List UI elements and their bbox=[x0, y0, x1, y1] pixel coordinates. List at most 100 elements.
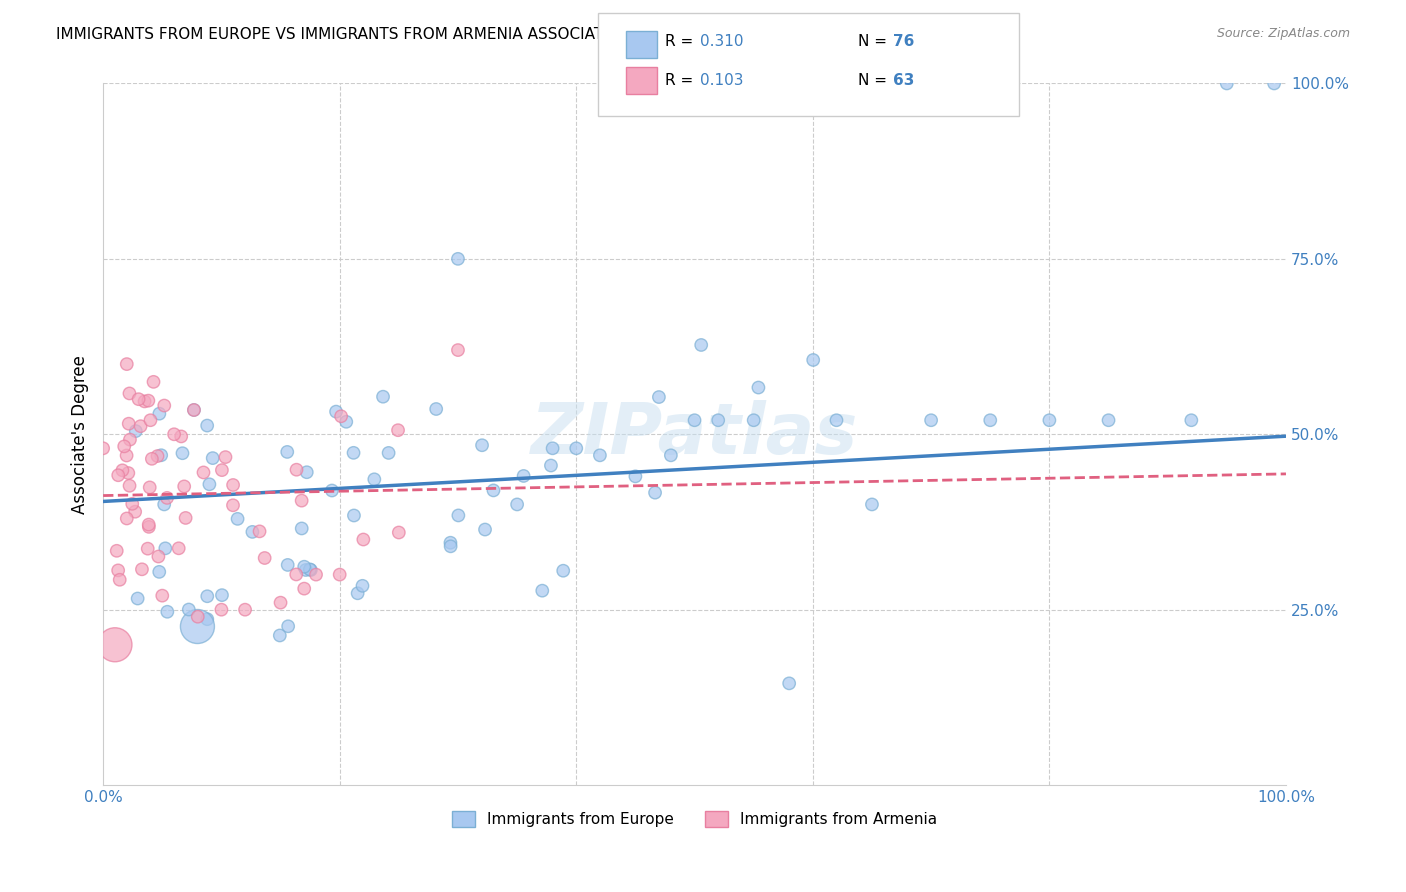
Point bbox=[195, 612, 218, 626]
Point bbox=[209, 602, 232, 616]
Text: 0.103: 0.103 bbox=[700, 73, 744, 87]
Point bbox=[174, 511, 197, 525]
Point bbox=[249, 524, 271, 539]
Point bbox=[108, 573, 131, 587]
Point bbox=[138, 393, 160, 408]
Point bbox=[371, 390, 394, 404]
Point bbox=[150, 589, 173, 603]
Point bbox=[471, 438, 494, 452]
Point bbox=[156, 605, 179, 619]
Point bbox=[105, 543, 128, 558]
Point bbox=[195, 589, 218, 603]
Point bbox=[253, 551, 276, 566]
Point bbox=[648, 390, 671, 404]
Point bbox=[211, 463, 233, 477]
Point bbox=[447, 508, 470, 523]
Point bbox=[222, 498, 245, 512]
Point bbox=[540, 458, 562, 473]
Point bbox=[128, 392, 150, 407]
Point bbox=[124, 505, 146, 519]
Point bbox=[377, 446, 399, 460]
Point bbox=[91, 442, 114, 456]
Point bbox=[482, 483, 505, 498]
Point bbox=[115, 449, 138, 463]
Point bbox=[860, 498, 883, 512]
Point bbox=[173, 479, 195, 493]
Point bbox=[305, 567, 328, 582]
Text: R =: R = bbox=[665, 35, 699, 49]
Text: Source: ZipAtlas.com: Source: ZipAtlas.com bbox=[1216, 27, 1350, 40]
Point bbox=[589, 448, 612, 462]
Point bbox=[541, 442, 564, 456]
Point bbox=[187, 609, 209, 624]
Point bbox=[330, 409, 353, 424]
Point bbox=[118, 417, 141, 431]
Text: N =: N = bbox=[858, 35, 891, 49]
Text: N =: N = bbox=[858, 73, 891, 87]
Point bbox=[292, 582, 315, 596]
Point bbox=[211, 588, 233, 602]
Point bbox=[352, 533, 374, 547]
Point bbox=[115, 357, 138, 371]
Point bbox=[920, 413, 942, 427]
Point bbox=[298, 562, 321, 576]
Text: 76: 76 bbox=[893, 35, 914, 49]
Text: ZIPatlas: ZIPatlas bbox=[531, 400, 858, 469]
Point bbox=[285, 463, 308, 477]
Point bbox=[148, 549, 170, 564]
Point bbox=[139, 413, 162, 427]
Point bbox=[531, 583, 554, 598]
Point bbox=[127, 591, 149, 606]
Point bbox=[644, 485, 666, 500]
Point bbox=[150, 448, 173, 462]
Point bbox=[506, 498, 529, 512]
Point bbox=[269, 628, 291, 642]
Point bbox=[125, 424, 148, 438]
Point bbox=[474, 523, 496, 537]
Point bbox=[291, 493, 314, 508]
Point bbox=[778, 676, 800, 690]
Point bbox=[825, 413, 848, 427]
Text: 0.310: 0.310 bbox=[700, 35, 744, 49]
Point bbox=[183, 403, 205, 417]
Point bbox=[141, 451, 163, 466]
Point bbox=[233, 602, 256, 616]
Point bbox=[343, 508, 366, 523]
Point bbox=[425, 402, 447, 417]
Point bbox=[153, 497, 176, 511]
Point bbox=[163, 427, 186, 442]
Point bbox=[363, 472, 385, 486]
Point bbox=[447, 252, 470, 266]
Point bbox=[170, 429, 193, 443]
Point bbox=[291, 521, 314, 535]
Point bbox=[346, 586, 368, 600]
Point bbox=[118, 479, 141, 493]
Point bbox=[117, 466, 139, 480]
Point bbox=[439, 535, 461, 549]
Point bbox=[214, 450, 236, 464]
Point bbox=[659, 448, 682, 462]
Point bbox=[222, 478, 245, 492]
Point bbox=[148, 407, 170, 421]
Point bbox=[335, 415, 357, 429]
Point bbox=[277, 619, 299, 633]
Point bbox=[388, 525, 411, 540]
Point bbox=[270, 596, 292, 610]
Point bbox=[138, 517, 160, 532]
Point bbox=[294, 563, 316, 577]
Point bbox=[707, 413, 730, 427]
Point bbox=[201, 451, 224, 466]
Point bbox=[134, 394, 156, 409]
Point bbox=[690, 338, 713, 352]
Point bbox=[172, 446, 194, 460]
Point bbox=[146, 449, 169, 463]
Point bbox=[107, 468, 129, 483]
Y-axis label: Associate's Degree: Associate's Degree bbox=[72, 355, 89, 514]
Point bbox=[155, 541, 177, 556]
Point bbox=[186, 619, 208, 633]
Point bbox=[156, 491, 179, 505]
Point bbox=[177, 602, 200, 616]
Point bbox=[683, 413, 706, 427]
Point bbox=[624, 469, 647, 483]
Point bbox=[148, 565, 170, 579]
